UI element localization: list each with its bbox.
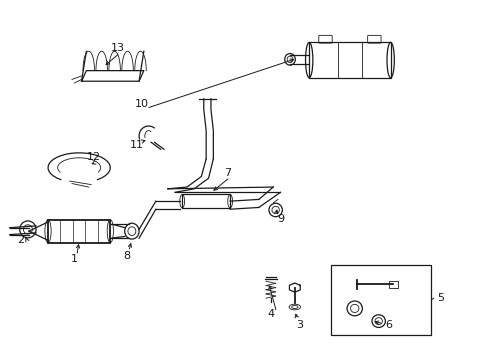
Text: 6: 6 — [384, 320, 391, 330]
Text: 2: 2 — [17, 235, 24, 245]
Text: 12: 12 — [86, 152, 101, 162]
Text: 13: 13 — [110, 43, 124, 53]
Text: 11: 11 — [129, 140, 143, 150]
Text: 7: 7 — [224, 168, 231, 178]
Text: 5: 5 — [437, 293, 444, 303]
Bar — [48, 220, 110, 243]
Bar — [330, 265, 430, 335]
Text: 8: 8 — [123, 251, 130, 261]
Text: 1: 1 — [71, 255, 78, 264]
Text: 4: 4 — [267, 309, 274, 319]
Text: 3: 3 — [296, 320, 303, 330]
Bar — [308, 42, 390, 78]
Bar — [182, 194, 230, 208]
Text: 10: 10 — [134, 99, 148, 109]
Bar — [388, 281, 397, 288]
Text: 9: 9 — [276, 214, 284, 224]
